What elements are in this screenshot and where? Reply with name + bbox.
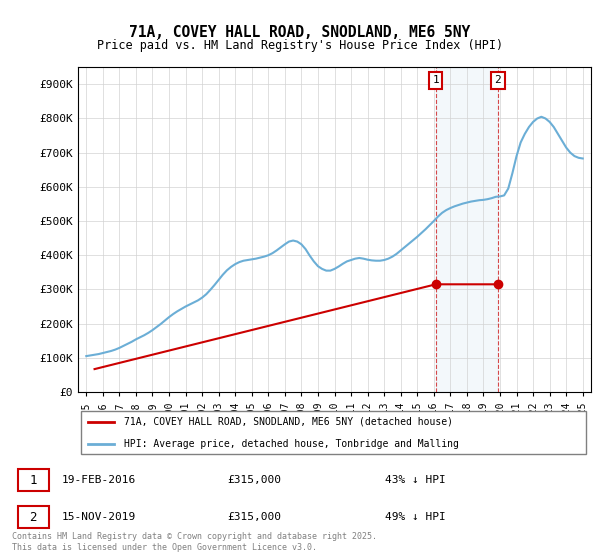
FancyBboxPatch shape — [18, 469, 49, 491]
Text: 15-NOV-2019: 15-NOV-2019 — [61, 512, 136, 522]
Text: 43% ↓ HPI: 43% ↓ HPI — [385, 475, 446, 486]
Text: 71A, COVEY HALL ROAD, SNODLAND, ME6 5NY: 71A, COVEY HALL ROAD, SNODLAND, ME6 5NY — [130, 25, 470, 40]
FancyBboxPatch shape — [80, 411, 586, 454]
Text: 1: 1 — [29, 474, 37, 487]
Text: 1: 1 — [433, 75, 439, 85]
Text: 19-FEB-2016: 19-FEB-2016 — [61, 475, 136, 486]
Bar — [436, 67, 498, 392]
Text: 49% ↓ HPI: 49% ↓ HPI — [385, 512, 446, 522]
Text: Price paid vs. HM Land Registry's House Price Index (HPI): Price paid vs. HM Land Registry's House … — [97, 39, 503, 52]
FancyBboxPatch shape — [18, 506, 49, 528]
Text: £315,000: £315,000 — [227, 512, 281, 522]
Text: £315,000: £315,000 — [227, 475, 281, 486]
Text: 2: 2 — [494, 75, 501, 85]
Text: HPI: Average price, detached house, Tonbridge and Malling: HPI: Average price, detached house, Tonb… — [124, 438, 459, 449]
Text: 71A, COVEY HALL ROAD, SNODLAND, ME6 5NY (detached house): 71A, COVEY HALL ROAD, SNODLAND, ME6 5NY … — [124, 417, 453, 427]
Text: Contains HM Land Registry data © Crown copyright and database right 2025.
This d: Contains HM Land Registry data © Crown c… — [12, 532, 377, 552]
Text: 2: 2 — [29, 511, 37, 524]
